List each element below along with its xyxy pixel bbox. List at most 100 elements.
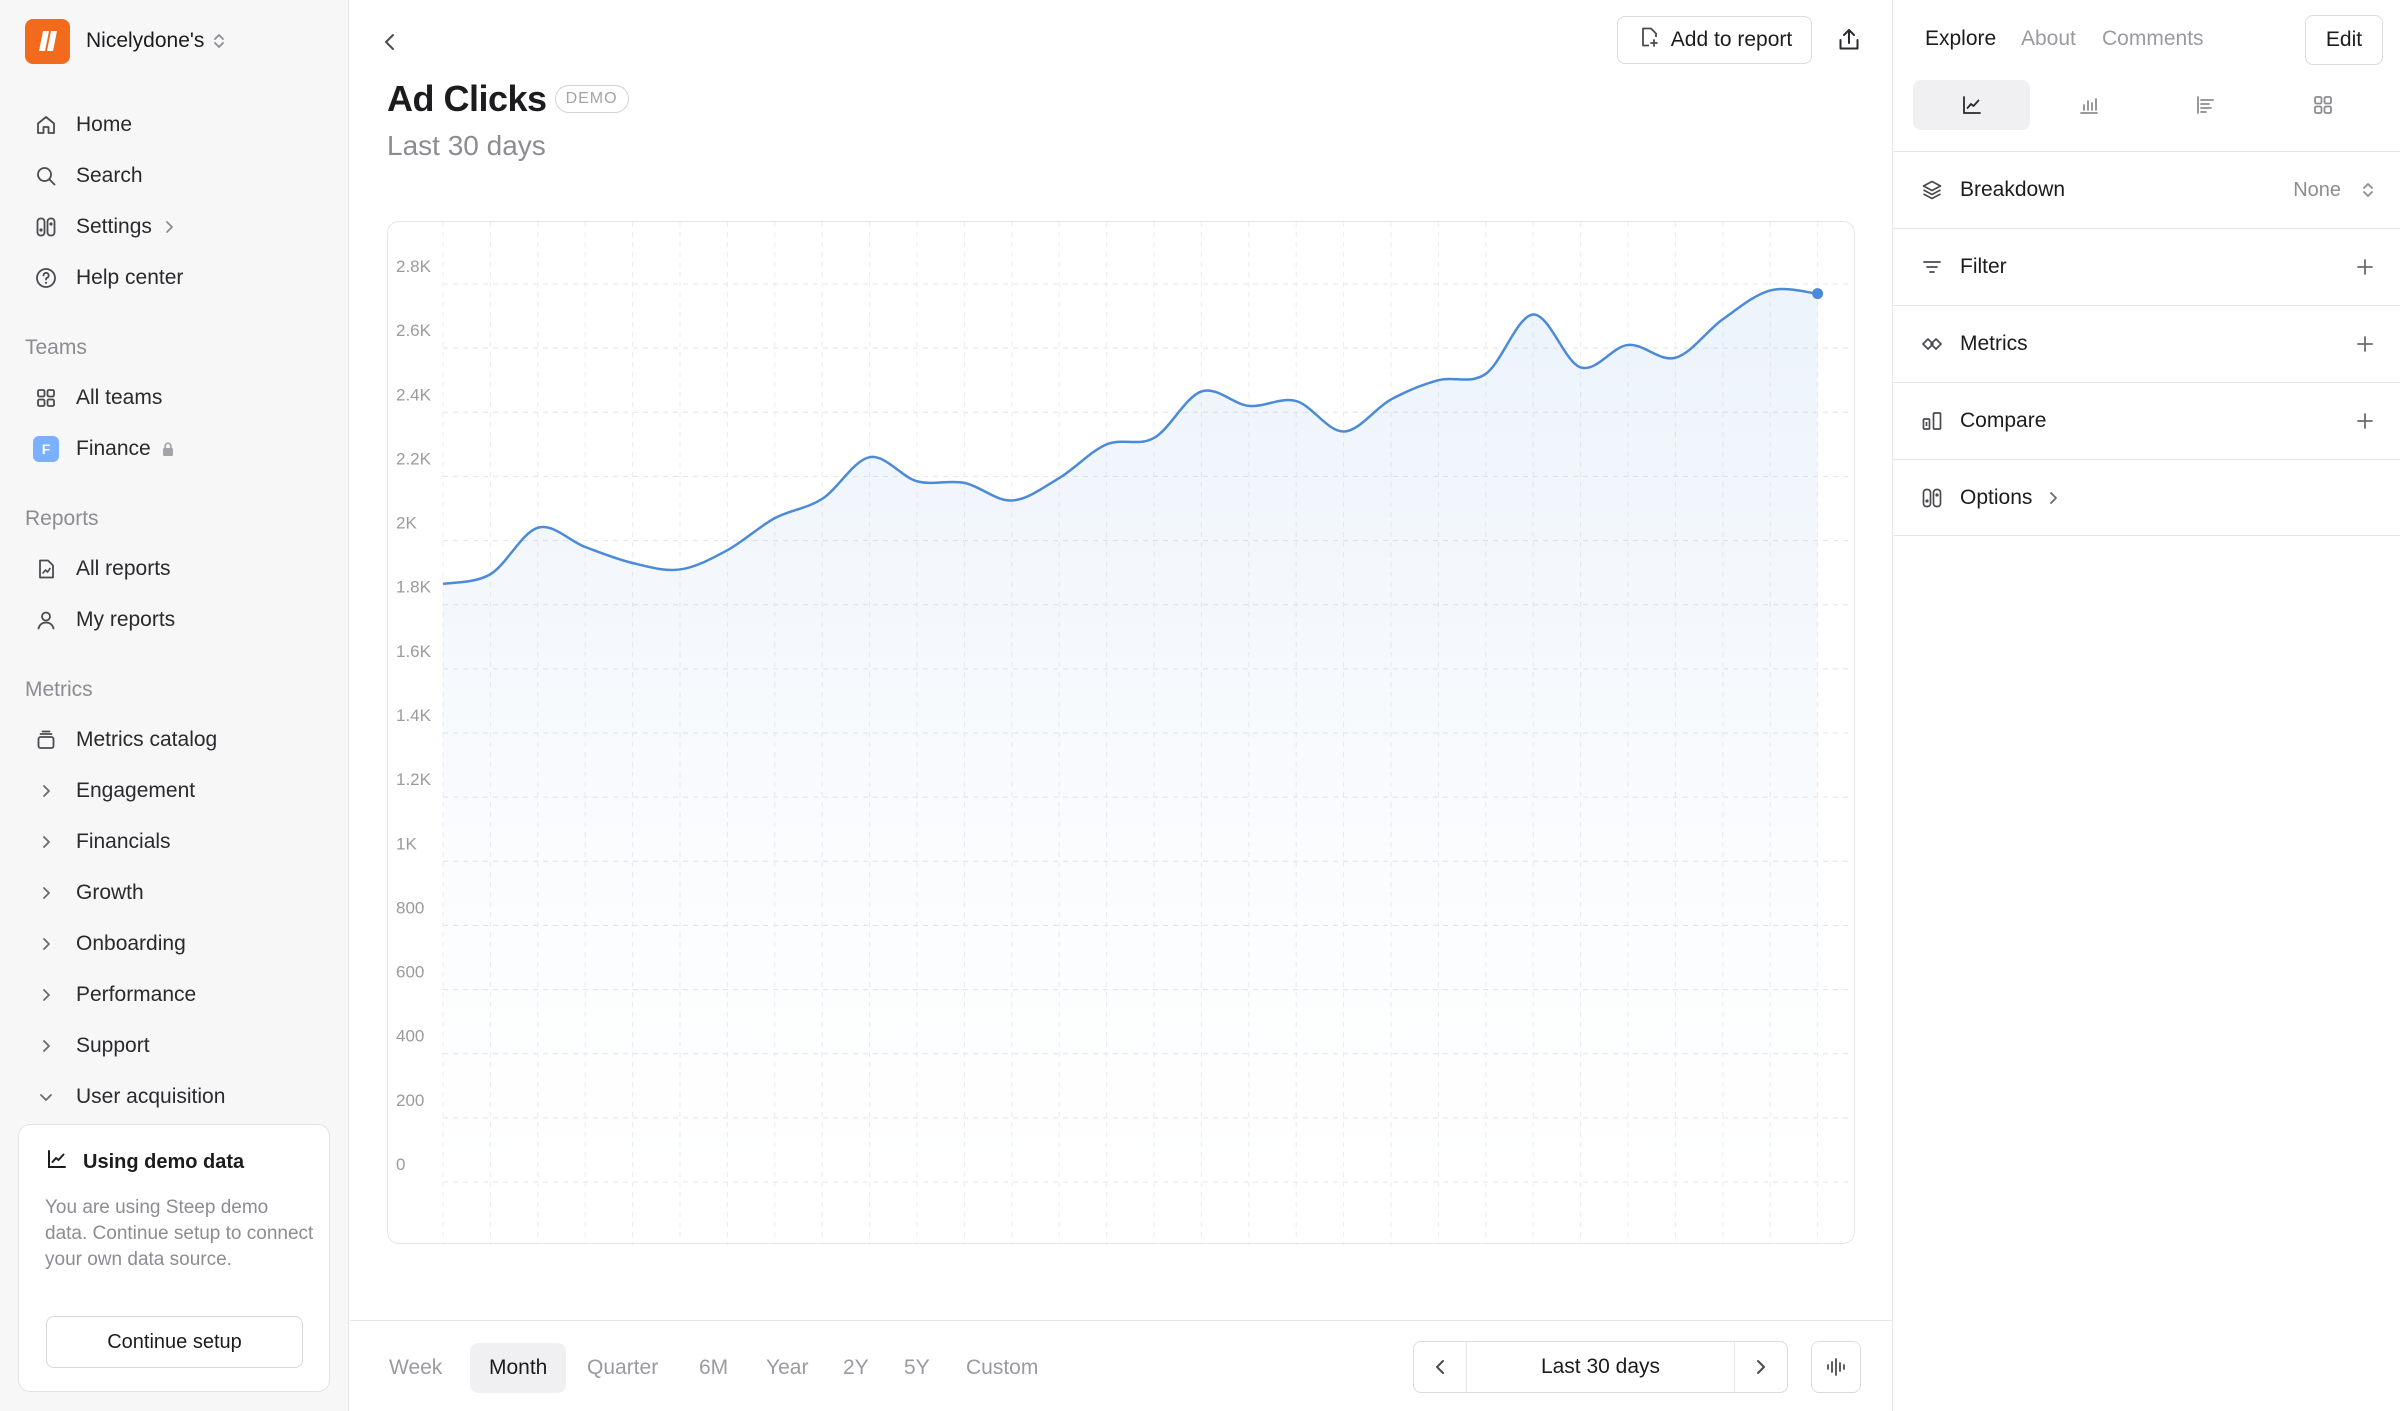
- filter-row[interactable]: Filter: [1893, 228, 2400, 305]
- sidebar: Nicelydone's Home Search Settings: [0, 0, 349, 1411]
- date-prev-button[interactable]: [1414, 1342, 1466, 1392]
- metric-group-item[interactable]: Financials: [33, 822, 171, 862]
- range-tab[interactable]: Custom: [966, 1356, 1039, 1379]
- continue-setup-button[interactable]: Continue setup: [46, 1316, 303, 1368]
- nav-my-reports-label: My reports: [76, 608, 176, 631]
- metric-group-label: Onboarding: [76, 932, 186, 955]
- add-compare-icon[interactable]: [2355, 411, 2375, 431]
- line-chart-icon: [1962, 96, 1981, 114]
- range-tab[interactable]: Week: [389, 1356, 443, 1379]
- view-horizontal-bar[interactable]: [2147, 80, 2264, 130]
- nav-my-reports[interactable]: My reports: [33, 600, 175, 640]
- add-to-report-button[interactable]: Add to report: [1617, 16, 1812, 64]
- y-tick-label: 2.6K: [396, 321, 432, 340]
- nav-help-center[interactable]: Help center: [33, 258, 183, 298]
- chevron-right-icon: [33, 931, 59, 957]
- metrics-icon: [1920, 332, 1944, 356]
- date-navigator: Last 30 days: [1413, 1341, 1788, 1393]
- y-tick-label: 1.2K: [396, 770, 432, 789]
- chevron-up-down-icon: [2361, 180, 2375, 200]
- ad-clicks-chart: 0 200 400 600 800 1K 1.2K 1.4K 1.6K 1.8K 2K 2.2K 2.4…: [396, 222, 1853, 1245]
- waveform-icon: [1827, 1358, 1845, 1376]
- series-area: [443, 289, 1818, 1182]
- workspace-name: Nicelydone's: [86, 29, 205, 52]
- nav-search-label: Search: [76, 164, 143, 187]
- breakdown-label: Breakdown: [1960, 178, 2066, 201]
- tab-comments[interactable]: Comments: [2102, 27, 2204, 50]
- metric-group-item[interactable]: Growth: [33, 873, 144, 913]
- title-row: Ad Clicks DEMO: [387, 78, 629, 120]
- range-tab[interactable]: Quarter: [587, 1356, 659, 1379]
- range-tab[interactable]: 6M: [699, 1356, 729, 1379]
- date-range-label[interactable]: Last 30 days: [1466, 1342, 1735, 1392]
- share-icon: [1839, 29, 1859, 50]
- options-row[interactable]: Options: [1893, 459, 2400, 536]
- metric-group-item[interactable]: Performance: [33, 975, 196, 1015]
- y-tick-label: 1.4K: [396, 706, 432, 725]
- back-button[interactable]: [372, 24, 408, 60]
- chevron-left-icon: [1436, 1360, 1444, 1374]
- workspace-logo-icon: [25, 18, 70, 64]
- demo-card-text: You are using Steep demo data. Continue …: [45, 1197, 314, 1270]
- add-metric-icon[interactable]: [2355, 334, 2375, 354]
- nav-home[interactable]: Home: [33, 105, 132, 145]
- view-table[interactable]: [2264, 80, 2381, 130]
- view-line-chart[interactable]: [1913, 80, 2030, 130]
- range-tab[interactable]: 5Y: [904, 1356, 930, 1379]
- demo-badge: DEMO: [554, 85, 629, 113]
- user-icon: [33, 607, 59, 633]
- y-tick-label: 800: [396, 898, 424, 917]
- team-badge: F: [33, 436, 59, 462]
- chevron-up-down-icon: [212, 32, 226, 50]
- metrics-row[interactable]: Metrics: [1893, 305, 2400, 382]
- edit-button[interactable]: Edit: [2305, 15, 2383, 65]
- demo-card-title: Using demo data: [45, 1147, 244, 1177]
- y-tick-label: 2.8K: [396, 257, 432, 276]
- metrics-heading: Metrics: [25, 678, 93, 701]
- finance-badge: F: [33, 436, 59, 462]
- metric-group-item[interactable]: Engagement: [33, 771, 195, 811]
- horizontal-bar-icon: [2196, 96, 2214, 114]
- y-tick-label: 200: [396, 1091, 424, 1110]
- y-tick-label: 0: [396, 1155, 405, 1174]
- nav-team-finance[interactable]: F Finance: [33, 429, 175, 469]
- tab-about[interactable]: About: [2021, 27, 2076, 50]
- compare-row[interactable]: Compare: [1893, 382, 2400, 459]
- metric-group-label: Support: [76, 1034, 150, 1057]
- y-tick-label: 2.2K: [396, 449, 432, 468]
- workspace-switcher[interactable]: Nicelydone's: [25, 18, 226, 64]
- page-title: Ad Clicks: [387, 78, 547, 119]
- share-button[interactable]: [1829, 20, 1869, 60]
- range-tab[interactable]: 2Y: [843, 1356, 869, 1379]
- tab-explore[interactable]: Explore: [1925, 27, 1997, 50]
- compare-label: Compare: [1960, 409, 2047, 432]
- metric-group-item[interactable]: User acquisition: [33, 1077, 225, 1117]
- nav-home-label: Home: [76, 113, 133, 136]
- nav-metrics-catalog[interactable]: Metrics catalog: [33, 720, 217, 760]
- layers-icon: [1920, 178, 1944, 202]
- nav-search[interactable]: Search: [33, 156, 143, 196]
- chevron-right-icon: [33, 778, 59, 804]
- demo-data-card: Using demo data You are using Steep demo…: [18, 1124, 330, 1392]
- metric-group-item[interactable]: Onboarding: [33, 924, 186, 964]
- chevron-left-icon: [385, 34, 394, 50]
- date-next-button[interactable]: [1735, 1342, 1787, 1392]
- chart-container: 0 200 400 600 800 1K 1.2K 1.4K 1.6K 1.8K 2K 2.2K 2.4…: [387, 221, 1855, 1245]
- add-filter-icon[interactable]: [2355, 257, 2375, 277]
- metric-group-item[interactable]: Support: [33, 1026, 150, 1066]
- nav-settings[interactable]: Settings: [33, 207, 176, 247]
- nav-all-teams[interactable]: All teams: [33, 378, 162, 418]
- view-bar-chart[interactable]: [2030, 80, 2147, 130]
- metric-group-label: Performance: [76, 983, 197, 1006]
- chevron-right-icon: [33, 982, 59, 1008]
- y-tick-label: 1.8K: [396, 578, 432, 597]
- report-icon: [33, 556, 59, 582]
- reports-heading: Reports: [25, 507, 99, 530]
- breakdown-row[interactable]: Breakdown None: [1893, 151, 2400, 228]
- range-tab[interactable]: Month: [470, 1343, 567, 1393]
- nav-all-reports[interactable]: All reports: [33, 549, 171, 589]
- granularity-button[interactable]: [1811, 1341, 1861, 1393]
- range-tab[interactable]: Year: [766, 1356, 809, 1379]
- search-icon: [33, 163, 59, 189]
- chevron-right-icon: [33, 1033, 59, 1059]
